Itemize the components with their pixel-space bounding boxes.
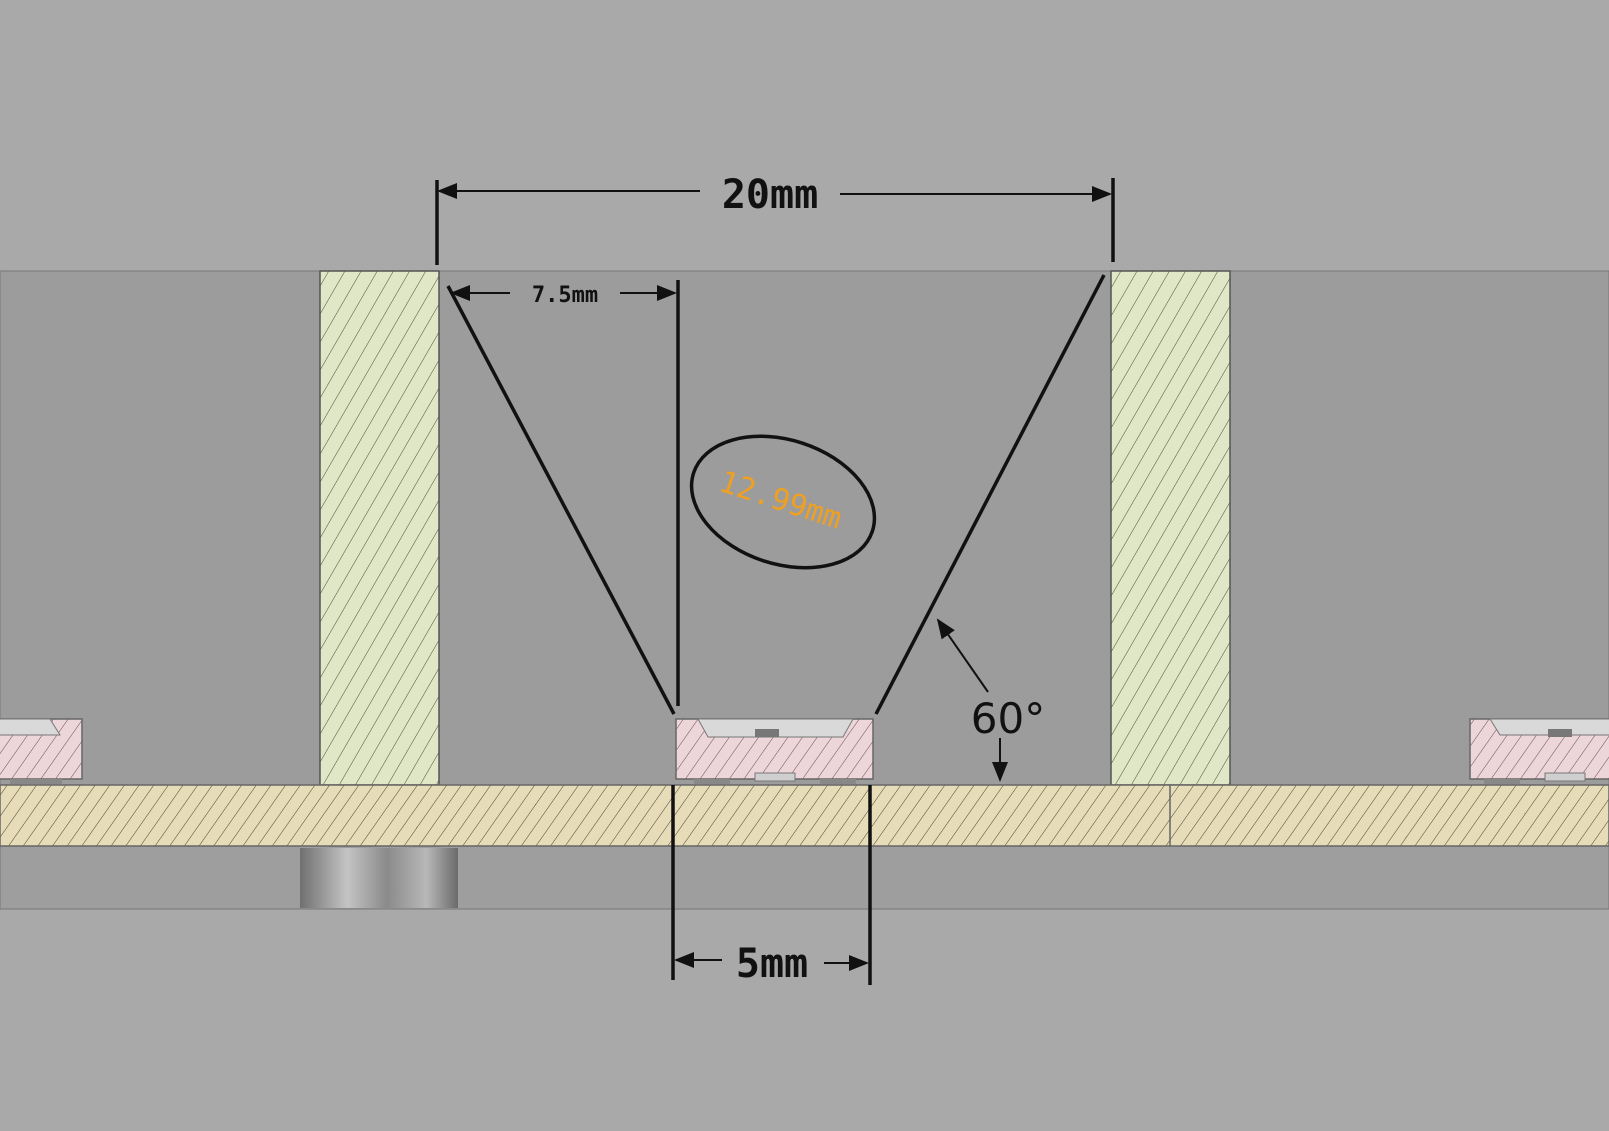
lower-band (0, 845, 1609, 910)
cylinder-part (300, 848, 458, 908)
center-component (675, 718, 874, 784)
right-component (1469, 718, 1609, 784)
right-wall (1110, 270, 1231, 786)
dimension-7-5mm: 7.5mm (450, 283, 677, 308)
dimension-20mm-label: 20mm (722, 172, 818, 218)
left-wall (319, 270, 440, 786)
dimension-5mm: 5mm (671, 785, 872, 987)
cavity-region (0, 270, 1609, 786)
left-component (0, 718, 83, 784)
left-slant-line (446, 285, 676, 715)
circuit-board (0, 784, 1609, 847)
dimension-5mm-label: 5mm (736, 941, 808, 987)
dimension-angle: 60° (936, 618, 1045, 782)
dimension-angle-label: 60° (971, 694, 1045, 743)
dimension-7-5mm-label: 7.5mm (532, 283, 598, 308)
right-slant-line (874, 274, 1106, 715)
dimension-20mm: 20mm (435, 172, 1115, 265)
